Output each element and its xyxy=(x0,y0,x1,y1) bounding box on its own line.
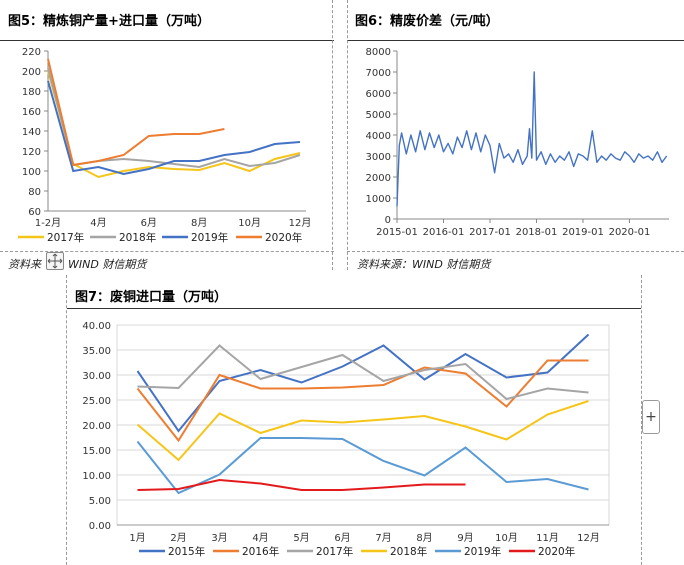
series-line-2018年 xyxy=(136,400,589,462)
figure-6-source: 资料来源：WIND 财信期货 xyxy=(357,258,491,271)
figure-5-source-rule xyxy=(0,251,334,252)
move-arrows-icon xyxy=(47,253,63,269)
y-tick-label: 10.00 xyxy=(82,471,111,482)
figure-6-chart: 0 1000 2000 3000 4000 5000 6000 7000 8000 2015-01… xyxy=(366,47,669,238)
series-line-2016年 xyxy=(136,359,589,443)
x-tick-label: 4月 xyxy=(252,532,268,544)
x-tick-label: 2月 xyxy=(170,532,186,544)
x-tick-label: 12月 xyxy=(289,217,312,229)
y-tick-label: 15.00 xyxy=(82,446,111,457)
x-tick-label: 2018-01 xyxy=(516,227,558,238)
y-tick-label: 35.00 xyxy=(82,346,111,357)
y-tick-label: 220 xyxy=(22,47,41,58)
legend-label: 2020年 xyxy=(265,231,302,244)
x-tick-label: 10月 xyxy=(238,217,261,229)
figure-7-title: 图7：废铜进口量（万吨） xyxy=(75,290,228,305)
x-tick-label: 2019-01 xyxy=(562,227,604,238)
y-tick-label: 8000 xyxy=(366,47,391,58)
series-line-2018年 xyxy=(47,67,301,169)
x-tick-label: 8月 xyxy=(416,532,432,544)
legend-label: 2017年 xyxy=(47,231,84,244)
y-tick-label: 20.00 xyxy=(82,421,111,432)
y-tick-label: 25.00 xyxy=(82,396,111,407)
y-tick-label: 2000 xyxy=(366,173,391,184)
y-tick-label: 200 xyxy=(22,67,41,78)
x-tick-label: 4月 xyxy=(90,217,106,229)
figure-6-source-rule xyxy=(347,251,684,252)
panel-figure-7: 图7：废铜进口量（万吨） 0.00 5.00 10.00 15.00 20.00 25.0… xyxy=(66,275,642,565)
x-tick-label: 2016-01 xyxy=(423,227,465,238)
series-line-2017年 xyxy=(47,70,301,179)
y-tick-label: 4000 xyxy=(366,131,391,142)
legend-label: 2018年 xyxy=(119,231,156,244)
x-tick-label: 7月 xyxy=(375,532,391,544)
move-handle-icon[interactable] xyxy=(46,252,64,270)
series-line-2019年 xyxy=(136,437,589,495)
legend-label: 2020年 xyxy=(538,545,575,558)
y-tick-label: 30.00 xyxy=(82,371,111,382)
y-tick-label: 60 xyxy=(28,207,41,218)
y-tick-label: 0 xyxy=(385,215,391,226)
add-element-button[interactable]: + xyxy=(642,400,660,434)
figure-7-chart: 0.00 5.00 10.00 15.00 20.00 25.00 30.00 35.00 40… xyxy=(82,321,610,558)
x-tick-label: 2020-01 xyxy=(609,227,651,238)
y-tick-label: 40.00 xyxy=(82,321,111,332)
legend-label: 2017年 xyxy=(316,545,353,558)
y-tick-label: 5.00 xyxy=(89,496,111,507)
panel-figure-6: 图6：精废价差（元/吨） 0 1000 2000 3000 4000 5000 6000 70… xyxy=(347,0,684,275)
x-tick-label: 3月 xyxy=(211,532,227,544)
legend-label: 2015年 xyxy=(168,545,205,558)
x-tick-label: 1月 xyxy=(129,532,145,544)
figure-5-title: 图5：精炼铜产量+进口量（万吨） xyxy=(8,14,210,29)
x-tick-label: 5月 xyxy=(293,532,309,544)
series-line-2020年 xyxy=(137,478,466,491)
x-tick-label: 9月 xyxy=(457,532,473,544)
x-tick-label: 1-2月 xyxy=(35,217,61,229)
panel-divider-6 xyxy=(347,0,348,270)
y-tick-label: 180 xyxy=(22,87,41,98)
panel-divider-5 xyxy=(332,0,333,270)
y-tick-label: 140 xyxy=(22,127,41,138)
series-line-2020年 xyxy=(47,58,225,167)
series-line-2019年 xyxy=(47,80,301,176)
y-tick-label: 100 xyxy=(22,167,41,178)
y-tick-label: 3000 xyxy=(366,152,391,163)
legend-label: 2016年 xyxy=(242,545,279,558)
figure-5-chart: 60 80 100 120 140 160 180 200 220 1-2月 4月 6月 8月 10月 12… xyxy=(18,47,312,244)
figure-6-title-rule xyxy=(347,40,684,41)
figure-5-source: WIND 财信期货 xyxy=(68,258,147,271)
figure-5-source-prefix: 资料来 xyxy=(8,258,41,271)
legend-label: 2019年 xyxy=(464,545,501,558)
panel-figure-5: 图5：精炼铜产量+进口量（万吨） 60 80 100 120 140 160 180 200 2… xyxy=(0,0,336,275)
series-line-price-spread xyxy=(396,71,668,207)
figure-7-title-rule xyxy=(67,308,641,309)
series-line-2017年 xyxy=(137,344,589,401)
x-tick-label: 2015-01 xyxy=(376,227,418,238)
y-tick-label: 120 xyxy=(22,147,41,158)
legend-label: 2018年 xyxy=(390,545,427,558)
x-tick-label: 11月 xyxy=(536,532,559,544)
y-tick-label: 0.00 xyxy=(89,521,111,532)
figure-6-title: 图6：精废价差（元/吨） xyxy=(355,14,499,29)
legend-label: 2019年 xyxy=(191,231,228,244)
y-tick-label: 160 xyxy=(22,107,41,118)
x-tick-label: 10月 xyxy=(495,532,518,544)
y-tick-label: 6000 xyxy=(366,89,391,100)
x-tick-label: 6月 xyxy=(334,532,350,544)
y-tick-label: 5000 xyxy=(366,110,391,121)
x-tick-label: 12月 xyxy=(577,532,600,544)
series-line-2015年 xyxy=(136,333,590,433)
y-tick-label: 1000 xyxy=(366,194,391,205)
x-tick-label: 6月 xyxy=(141,217,157,229)
y-tick-label: 7000 xyxy=(366,68,391,79)
x-tick-label: 8月 xyxy=(191,217,207,229)
figure-5-title-rule xyxy=(0,40,334,41)
y-tick-label: 80 xyxy=(28,187,41,198)
x-tick-label: 2017-01 xyxy=(469,227,511,238)
